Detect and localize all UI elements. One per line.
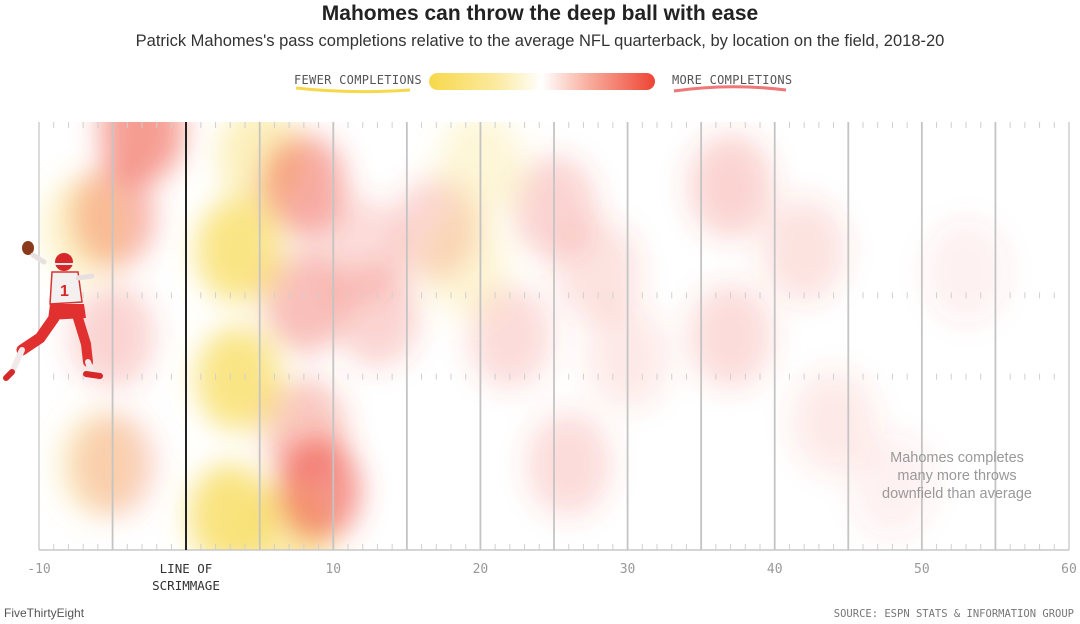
- heat-blob-18: [423, 211, 508, 316]
- heat-blob-3: [100, 122, 184, 183]
- x-tick-label: 50: [914, 562, 930, 577]
- x-tick-label: 30: [620, 562, 636, 577]
- svg-text:1: 1: [60, 283, 69, 300]
- chart-subtitle: Patrick Mahomes's pass completions relat…: [135, 32, 945, 50]
- x-tick-label: 60: [1061, 562, 1077, 577]
- chart-title: Mahomes can throw the deep ball with eas…: [321, 2, 759, 25]
- heat-blob-28: [791, 369, 876, 474]
- legend-more-label: MORE COMPLETIONS: [672, 73, 793, 87]
- los-label-line2: SCRIMMAGE: [152, 578, 220, 593]
- heat-blob-14: [276, 438, 361, 543]
- heat-blob-12: [261, 249, 346, 354]
- legend-fewer-underline: [295, 86, 411, 94]
- annotation-line2: many more throws: [897, 468, 1016, 484]
- source-label: SOURCE: ESPN STATS & INFORMATION GROUP: [833, 608, 1074, 620]
- heat-blob-30: [924, 219, 1008, 324]
- heat-blob-26: [688, 284, 773, 388]
- legend-gradient-bar: [429, 73, 655, 90]
- quarterback-illustration: 1: [3, 241, 103, 381]
- hash-marks: [53, 122, 1055, 550]
- legend-more-underline: [673, 85, 787, 93]
- heat-blob-25: [688, 134, 773, 239]
- x-axis-labels: -10 10 20 30 40 50 60: [27, 562, 1077, 577]
- legend-fewer-label: FEWER COMPLETIONS: [294, 73, 422, 87]
- yard-lines: [38, 122, 1070, 551]
- heat-blob-29: [850, 433, 935, 538]
- heat-blob-27: [762, 198, 847, 303]
- heat-blob-11: [261, 134, 346, 239]
- heatmap-layer: [41, 122, 1008, 550]
- heat-blob-16: [320, 198, 405, 303]
- heat-blob-6: [195, 198, 280, 303]
- los-label-line1: LINE OF: [160, 561, 213, 576]
- x-tick-label: 10: [325, 562, 341, 577]
- heat-blob-22: [556, 219, 641, 324]
- heat-blob-5: [55, 412, 140, 517]
- heat-blob-20: [467, 284, 552, 388]
- x-tick-label: 40: [767, 562, 783, 577]
- heat-blob-23: [526, 412, 611, 517]
- x-tick-label: 20: [473, 562, 489, 577]
- annotation-line1: Mahomes completes: [890, 450, 1024, 466]
- annotation-line3: downfield than average: [882, 486, 1032, 502]
- x-tick-label: -10: [27, 562, 50, 577]
- heat-blob-7: [195, 326, 280, 431]
- brand-label: FiveThirtyEight: [4, 606, 85, 620]
